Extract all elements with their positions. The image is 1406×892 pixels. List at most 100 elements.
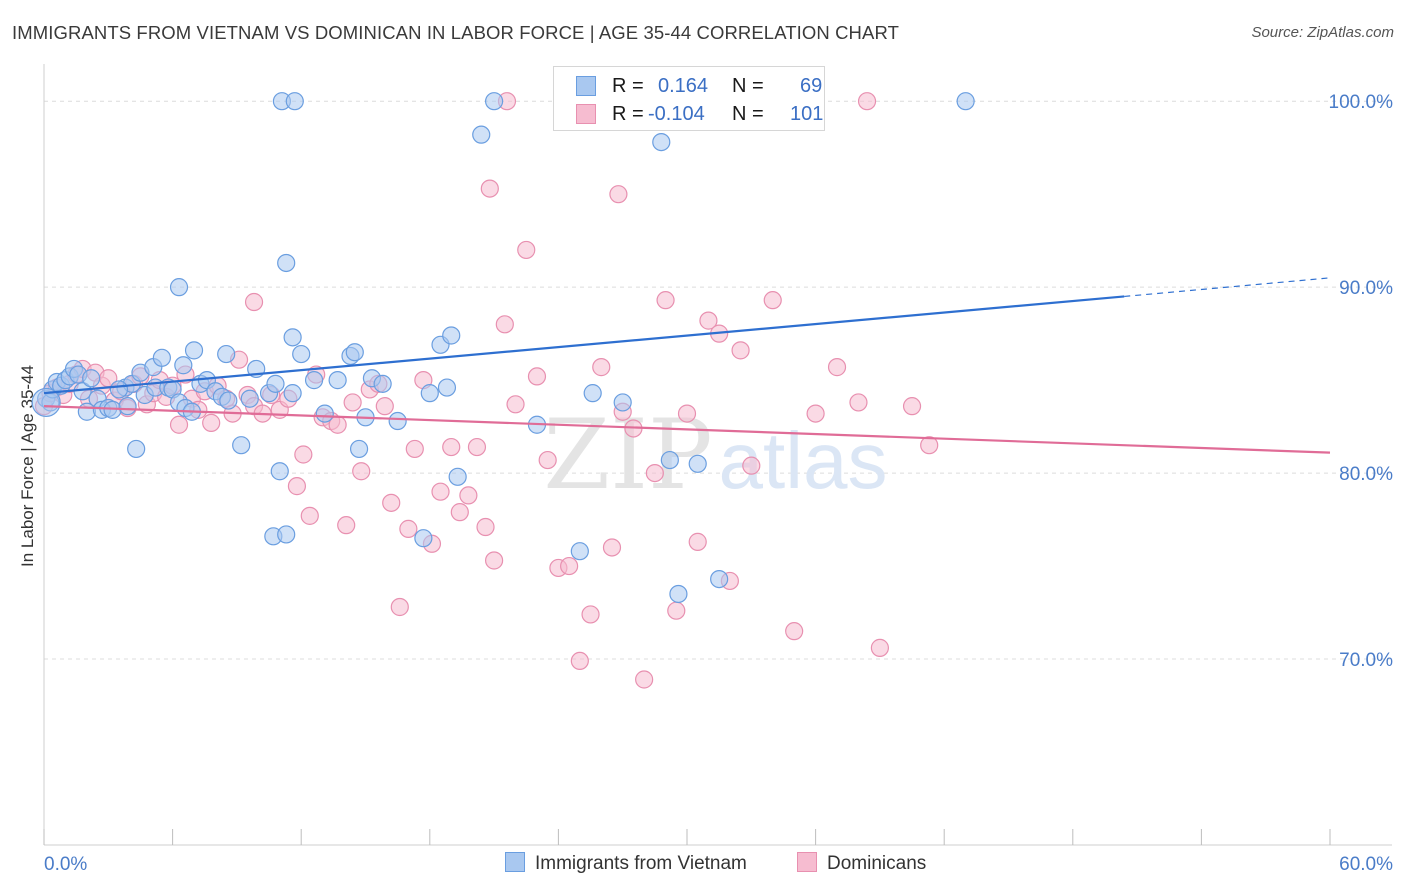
dominicans-point — [527, 367, 547, 386]
vietnam-point — [660, 450, 679, 470]
vietnam-point — [583, 384, 602, 403]
dominicans-point — [390, 597, 409, 617]
vietnam-points — [31, 92, 975, 604]
dominicans-point — [902, 397, 922, 416]
vietnam-point — [31, 387, 61, 418]
x-tick-label: 60.0% — [1339, 854, 1393, 875]
vietnam-point — [219, 391, 238, 410]
dominicans-point — [827, 358, 847, 377]
r-label: R = — [612, 75, 644, 97]
x-tick-label: 0.0% — [44, 854, 87, 875]
vietnam-point — [240, 389, 259, 408]
dominicans-point — [459, 486, 478, 505]
dominicans-point — [677, 404, 697, 423]
dominicans-point — [300, 506, 319, 525]
vietnam-point — [283, 328, 302, 347]
axes — [43, 64, 1392, 846]
dominicans-point — [920, 436, 939, 455]
trend-lines — [43, 277, 1331, 454]
n-label: N = — [732, 103, 764, 125]
dominicans-point — [442, 437, 461, 457]
vietnam-point — [345, 343, 364, 362]
dominicans-point — [485, 551, 504, 570]
vietnam-point — [169, 278, 189, 297]
vietnam-point — [349, 439, 369, 459]
dominicans-point — [870, 638, 890, 657]
dominicans-point — [476, 517, 495, 537]
dominicans-point — [517, 240, 536, 260]
dominicans-point — [602, 538, 622, 557]
vietnam-point — [277, 525, 296, 544]
vietnam-point — [570, 542, 589, 561]
vietnam-point — [315, 404, 334, 423]
dominicans-point — [467, 437, 487, 457]
legend-label-vietnam: Immigrants from Vietnam — [535, 853, 747, 874]
dominicans-point — [699, 311, 718, 330]
dominicans-point — [431, 482, 450, 501]
dominicans-point — [169, 415, 189, 434]
vietnam-point — [613, 393, 632, 412]
dominicans-point — [506, 395, 525, 414]
legend-swatch-blue — [505, 852, 525, 872]
dominicans-point — [202, 413, 221, 432]
dominicans-point — [645, 463, 664, 483]
legend-swatch-pink — [797, 852, 817, 872]
y-tick-label: 90.0% — [1339, 278, 1393, 299]
vietnam-point — [217, 344, 236, 364]
dominicans-point — [849, 393, 868, 412]
dominicans-point — [560, 556, 579, 576]
legend-item-dominicans[interactable]: Dominicans — [797, 852, 926, 875]
vietnam-point — [652, 133, 671, 152]
dominicans-point — [581, 605, 600, 624]
r-value: 0.164 — [658, 75, 709, 97]
r-value: -0.104 — [648, 103, 705, 125]
dominicans-point — [495, 315, 514, 334]
dominicans-point — [480, 179, 499, 198]
y-tick-label: 80.0% — [1339, 464, 1393, 485]
vietnam-point — [485, 92, 504, 111]
vietnam-point — [82, 369, 101, 388]
watermark: ZIP atlas — [543, 399, 887, 511]
legend-swatch-pink — [576, 104, 596, 124]
source-label: Source: ZipAtlas.com — [1251, 24, 1394, 41]
dominicans-point — [287, 477, 307, 496]
vietnam-point — [118, 397, 137, 416]
y-tick-label: 70.0% — [1339, 650, 1393, 671]
dominicans-point — [635, 670, 654, 689]
vietnam-point — [127, 439, 146, 459]
vietnam-point — [109, 380, 129, 399]
dominicans-point — [609, 185, 628, 204]
dominicans-point — [405, 439, 424, 459]
vietnam-point — [373, 374, 392, 393]
dominicans-point — [742, 456, 761, 475]
vietnam-point — [442, 326, 461, 345]
dominicans-trend-line — [43, 405, 1331, 454]
vietnam-trend-extension — [1124, 277, 1331, 298]
dominicans-point — [806, 404, 825, 423]
dominicans-point — [382, 493, 401, 512]
dominicans-point — [857, 92, 877, 111]
vietnam-point — [388, 411, 407, 431]
vietnam-point — [710, 569, 729, 589]
vietnam-point — [688, 454, 707, 473]
vietnam-point — [283, 384, 302, 403]
vietnam-point — [414, 529, 433, 548]
legend-swatch-blue — [576, 76, 596, 96]
dominicans-point — [570, 651, 589, 671]
dominicans-point — [731, 341, 750, 360]
dominicans-point — [375, 397, 394, 416]
dominicans-point — [343, 393, 362, 412]
vietnam-point — [232, 436, 251, 455]
legend-label-dominicans: Dominicans — [827, 853, 927, 874]
vietnam-point — [152, 348, 171, 367]
dominicans-point — [450, 503, 469, 522]
vietnam-point — [472, 125, 491, 144]
vietnam-point — [669, 584, 688, 604]
vietnam-point — [277, 253, 296, 273]
dominicans-point — [763, 291, 782, 310]
legend-item-vietnam[interactable]: Immigrants from Vietnam — [505, 852, 747, 875]
dominicans-point — [656, 291, 675, 310]
vietnam-trend-line — [43, 295, 1125, 395]
r-label: R = — [612, 103, 644, 125]
vietnam-point — [270, 462, 289, 481]
